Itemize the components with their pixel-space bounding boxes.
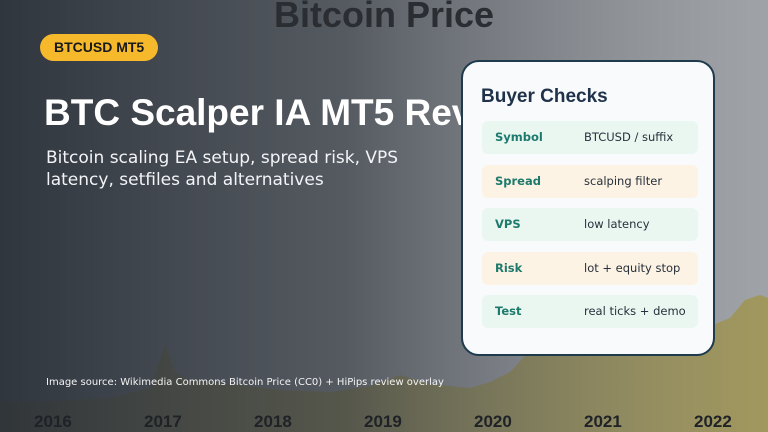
check-row-vps: VPS low latency — [482, 208, 698, 241]
check-value: BTCUSD / suffix — [584, 130, 674, 144]
symbol-badge: BTCUSD MT5 — [40, 34, 159, 61]
year-label: 2017 — [144, 412, 182, 431]
check-key: Test — [495, 304, 522, 318]
check-row-symbol: Symbol BTCUSD / suffix — [482, 121, 698, 154]
buyer-checks-card: Buyer Checks Symbol BTCUSD / suffix Spre… — [461, 60, 715, 356]
year-label: 2021 — [584, 412, 622, 431]
check-row-risk: Risk lot + equity stop — [482, 252, 698, 285]
year-label: 2016 — [34, 412, 72, 431]
year-label: 2020 — [474, 412, 512, 431]
year-label: 2018 — [254, 412, 292, 431]
check-value: real ticks + demo — [584, 304, 686, 318]
page-subtitle: Bitcoin scaling EA setup, spread risk, V… — [46, 148, 399, 190]
check-key: Spread — [495, 174, 541, 188]
chart-title: Bitcoin Price — [273, 0, 495, 35]
image-source-caption: Image source: Wikimedia Commons Bitcoin … — [46, 377, 444, 388]
year-label: 2022 — [694, 412, 732, 431]
check-key: Symbol — [495, 130, 543, 144]
check-row-spread: Spread scalping filter — [482, 165, 698, 198]
page-title: BTC Scalper IA MT5 Rev — [44, 92, 473, 133]
year-label: 2019 — [364, 412, 402, 431]
check-value: lot + equity stop — [584, 261, 681, 275]
check-row-test: Test real ticks + demo — [482, 295, 698, 328]
check-key: Risk — [495, 261, 523, 275]
check-value: low latency — [584, 217, 650, 231]
check-value: scalping filter — [584, 174, 663, 188]
check-key: VPS — [495, 217, 521, 231]
card-title: Buyer Checks — [481, 86, 608, 107]
